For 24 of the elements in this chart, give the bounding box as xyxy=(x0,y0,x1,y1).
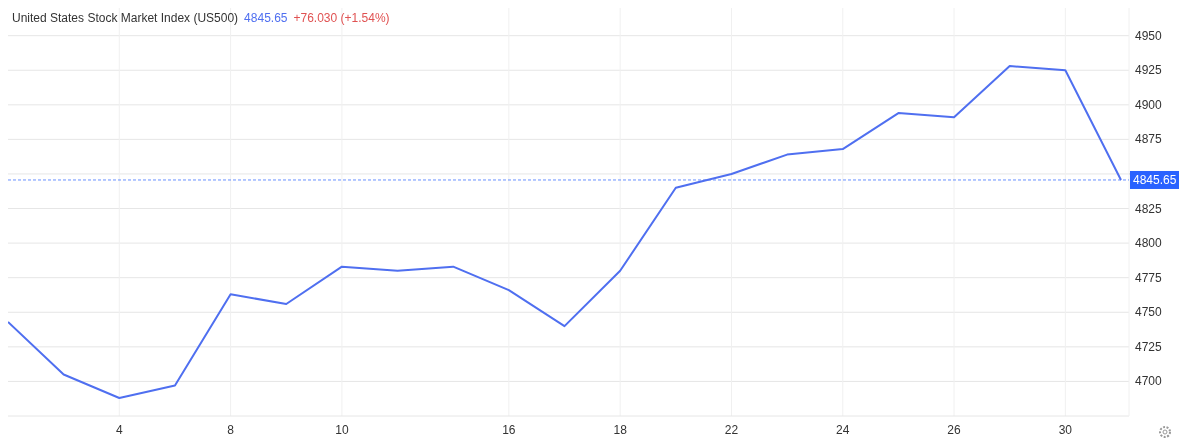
y-tick-label: 4900 xyxy=(1135,97,1163,112)
x-tick-label: 4 xyxy=(115,423,123,437)
ref-line-label: 4845.65 xyxy=(1133,172,1177,187)
x-tick-label: 10 xyxy=(335,423,349,437)
line-series xyxy=(8,65,1122,400)
x-tick-label: 30 xyxy=(1058,423,1073,437)
y-tick-label: 4800 xyxy=(1135,236,1163,251)
y-tick-label: 4725 xyxy=(1135,339,1163,354)
y-tick-label: 4950 xyxy=(1135,28,1163,43)
x-tick-label: 24 xyxy=(836,423,850,437)
x-tick-label: 22 xyxy=(724,423,739,437)
x-tick-label: 18 xyxy=(613,423,628,437)
x-tick-label: 8 xyxy=(227,423,235,437)
x-tick-label: 16 xyxy=(502,423,516,437)
x-tick-label: 26 xyxy=(947,423,962,437)
y-tick-label: 4825 xyxy=(1135,201,1163,216)
annotation: +76.030 (+1.54%) xyxy=(293,11,390,25)
y-tick-label: 4700 xyxy=(1135,374,1163,389)
chart-title: United States Stock Market Index (US500) xyxy=(12,11,239,25)
y-tick-label: 4775 xyxy=(1135,270,1163,285)
annotation: 4845.65 xyxy=(244,11,288,25)
y-tick-label: 4925 xyxy=(1135,63,1163,78)
y-tick-label: 4750 xyxy=(1135,305,1163,320)
y-tick-label: 4875 xyxy=(1135,132,1163,147)
